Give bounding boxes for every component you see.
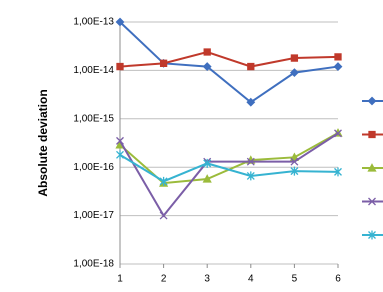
marker (115, 17, 125, 27)
marker (289, 68, 299, 78)
marker (246, 157, 255, 166)
marker (334, 129, 342, 138)
series-line (119, 132, 339, 218)
marker (246, 97, 256, 107)
x-tick-label: 1 (117, 274, 123, 285)
marker (116, 62, 124, 71)
series-line (119, 153, 339, 183)
legend-marker (367, 163, 377, 172)
y-tick-label: 1,00E-18 (73, 259, 114, 270)
y-tick-label: 1,00E-16 (73, 162, 114, 173)
y-tick-label: 1,00E-13 (73, 17, 114, 28)
y-tick-label: 1,00E-15 (73, 113, 114, 124)
marker (290, 157, 299, 166)
marker (247, 62, 255, 71)
legend-marker (368, 130, 376, 139)
marker (289, 152, 299, 161)
marker (290, 166, 299, 176)
marker (334, 167, 342, 177)
y-tick-label: 1,00E-17 (73, 210, 114, 221)
marker (159, 211, 168, 220)
marker (203, 48, 211, 56)
series-line (119, 21, 339, 104)
marker (334, 53, 342, 61)
x-tick-label: 4 (248, 274, 254, 285)
x-tick-label: 6 (335, 274, 341, 285)
series-line (119, 50, 339, 68)
x-tick-label: 3 (204, 274, 210, 285)
marker (290, 54, 299, 62)
marker (202, 174, 212, 183)
marker (246, 171, 255, 181)
y-axis-label: Absolute deviation (36, 89, 50, 196)
x-tick-label: 2 (161, 274, 167, 285)
legend-marker (368, 197, 376, 206)
marker (116, 150, 124, 160)
legend-marker (368, 230, 376, 240)
x-tick-label: 5 (292, 274, 298, 285)
marker (203, 158, 212, 168)
marker (159, 59, 168, 67)
marker (159, 176, 168, 186)
y-tick-label: 1,00E-14 (73, 65, 114, 76)
marker (116, 136, 124, 145)
marker (202, 62, 212, 71)
legend-marker (367, 96, 377, 106)
marker (333, 62, 343, 71)
